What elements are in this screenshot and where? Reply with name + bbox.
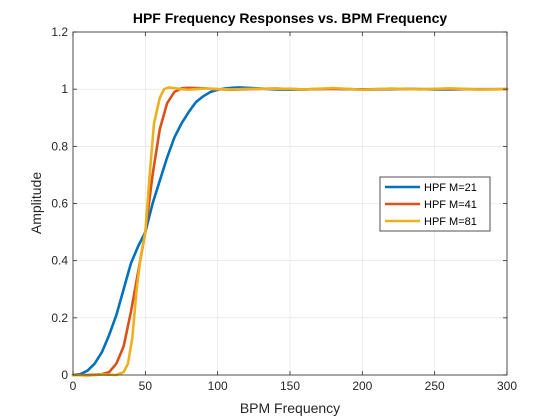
legend-entry-label: HPF M=41 [424,199,477,211]
y-axis-label: Amplitude [28,172,44,234]
axis-ticks: 0 50 100 150 200 250 300 0 0.2 0.4 0.6 0.8 1 1.2 [51,25,517,393]
legend-entry-label: HPF M=21 [424,182,477,194]
y-tick-label: 0.6 [51,197,68,211]
chart-title: HPF Frequency Responses vs. BPM Frequenc… [133,10,448,26]
y-tick-label: 0.4 [51,254,68,268]
x-tick-label: 150 [280,379,300,393]
y-tick-label: 0.8 [51,139,68,153]
y-tick-label: 1.2 [51,25,68,39]
series-line-m81 [71,86,509,377]
y-tick-label: 1 [61,82,68,96]
x-tick-label: 300 [497,379,517,393]
y-tick-label: 0.2 [51,311,68,325]
series-layer [71,86,509,377]
y-tick-label: 0 [61,368,68,382]
x-tick-label: 250 [425,379,445,393]
x-tick-label: 100 [208,379,228,393]
legend: HPF M=21 HPF M=41 HPF M=81 [379,176,491,232]
x-axis-label: BPM Frequency [240,400,340,416]
x-tick-label: 50 [139,379,153,393]
x-tick-label: 200 [352,379,372,393]
x-tick-label: 0 [70,379,77,393]
legend-entry-label: HPF M=81 [424,216,477,228]
